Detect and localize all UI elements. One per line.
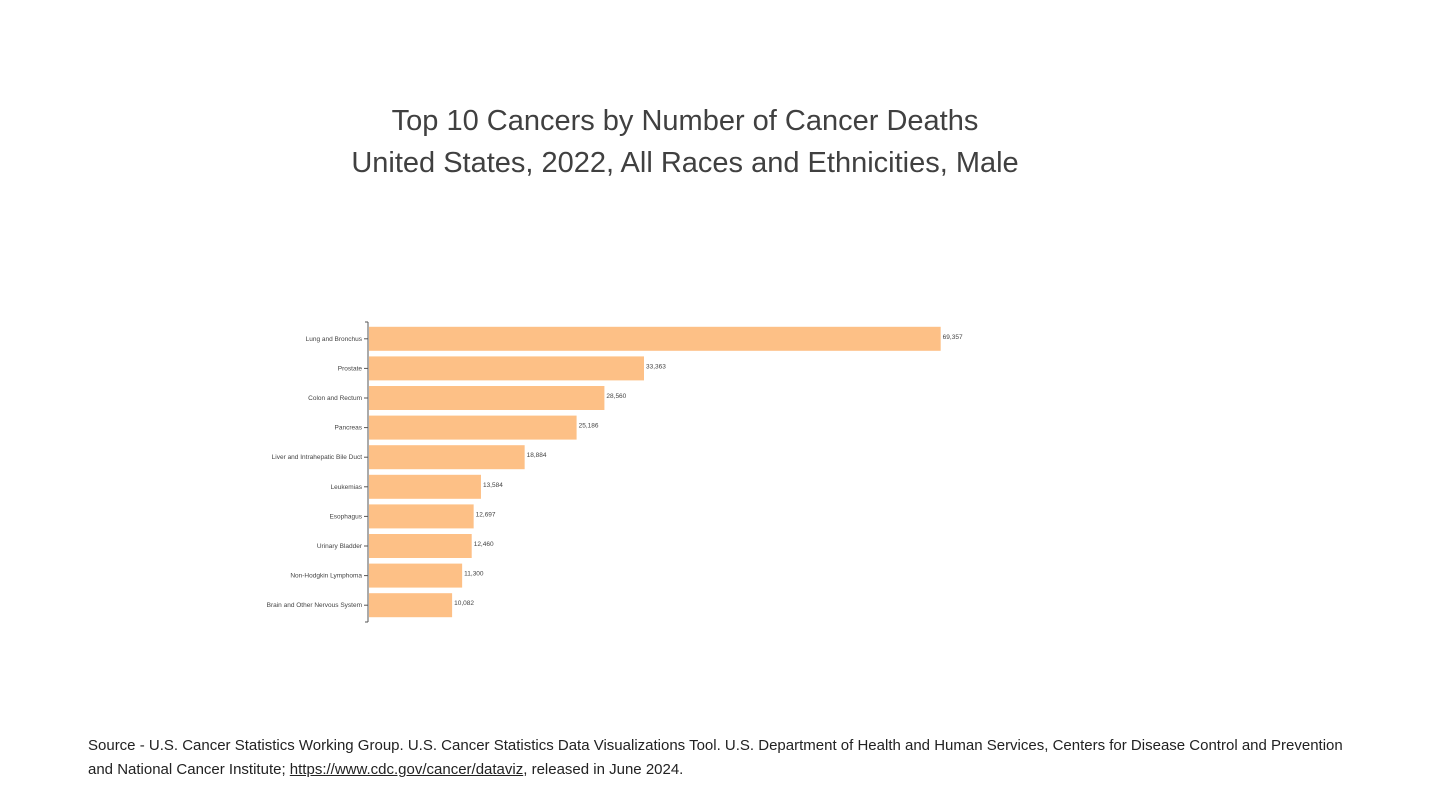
data-label: 10,082 <box>454 600 474 607</box>
data-label: 12,460 <box>474 541 494 548</box>
bar <box>369 386 605 410</box>
source-text-end: , released in June 2024. <box>523 761 684 778</box>
data-label: 25,186 <box>579 423 599 430</box>
data-label: 28,560 <box>606 393 626 400</box>
bar <box>369 356 644 381</box>
bar <box>369 415 577 440</box>
bar <box>369 534 472 558</box>
bar <box>369 474 481 499</box>
chart-title: Top 10 Cancers by Number of Cancer Death… <box>391 105 979 137</box>
source-link[interactable]: https://www.cdc.gov/cancer/dataviz <box>289 761 524 778</box>
y-tick-label: Non-Hodgkin Lymphoma <box>290 573 362 580</box>
y-tick-label: Colon and Rectum <box>308 395 362 402</box>
y-tick-label: Urinary Bladder <box>317 543 363 550</box>
y-tick-label: Pancreas <box>335 425 363 432</box>
y-tick-label: Leukemias <box>331 484 363 491</box>
source-text: Source - U.S. Cancer Statistics Working … <box>88 737 1343 778</box>
data-label: 13,584 <box>483 482 503 489</box>
bar <box>369 563 463 588</box>
data-label: 12,697 <box>476 511 496 518</box>
y-tick-label: Lung and Bronchus <box>306 336 363 343</box>
data-label: 18,884 <box>527 452 547 459</box>
y-tick-label: Brain and Other Nervous System <box>267 602 362 609</box>
data-label: 33,363 <box>646 363 666 370</box>
bar <box>369 593 453 618</box>
y-tick-label: Liver and Intrahepatic Bile Duct <box>272 454 363 461</box>
source-note: Source - U.S. Cancer Statistics Working … <box>88 734 1368 782</box>
y-tick-label: Esophagus <box>329 513 362 520</box>
chart-subtitle: United States, 2022, All Races and Ethni… <box>351 147 1019 179</box>
bar <box>369 445 525 470</box>
data-label: 69,357 <box>943 334 963 341</box>
bar <box>369 504 474 529</box>
bar <box>369 326 941 351</box>
y-tick-label: Prostate <box>338 365 363 372</box>
data-label: 11,300 <box>464 571 484 578</box>
